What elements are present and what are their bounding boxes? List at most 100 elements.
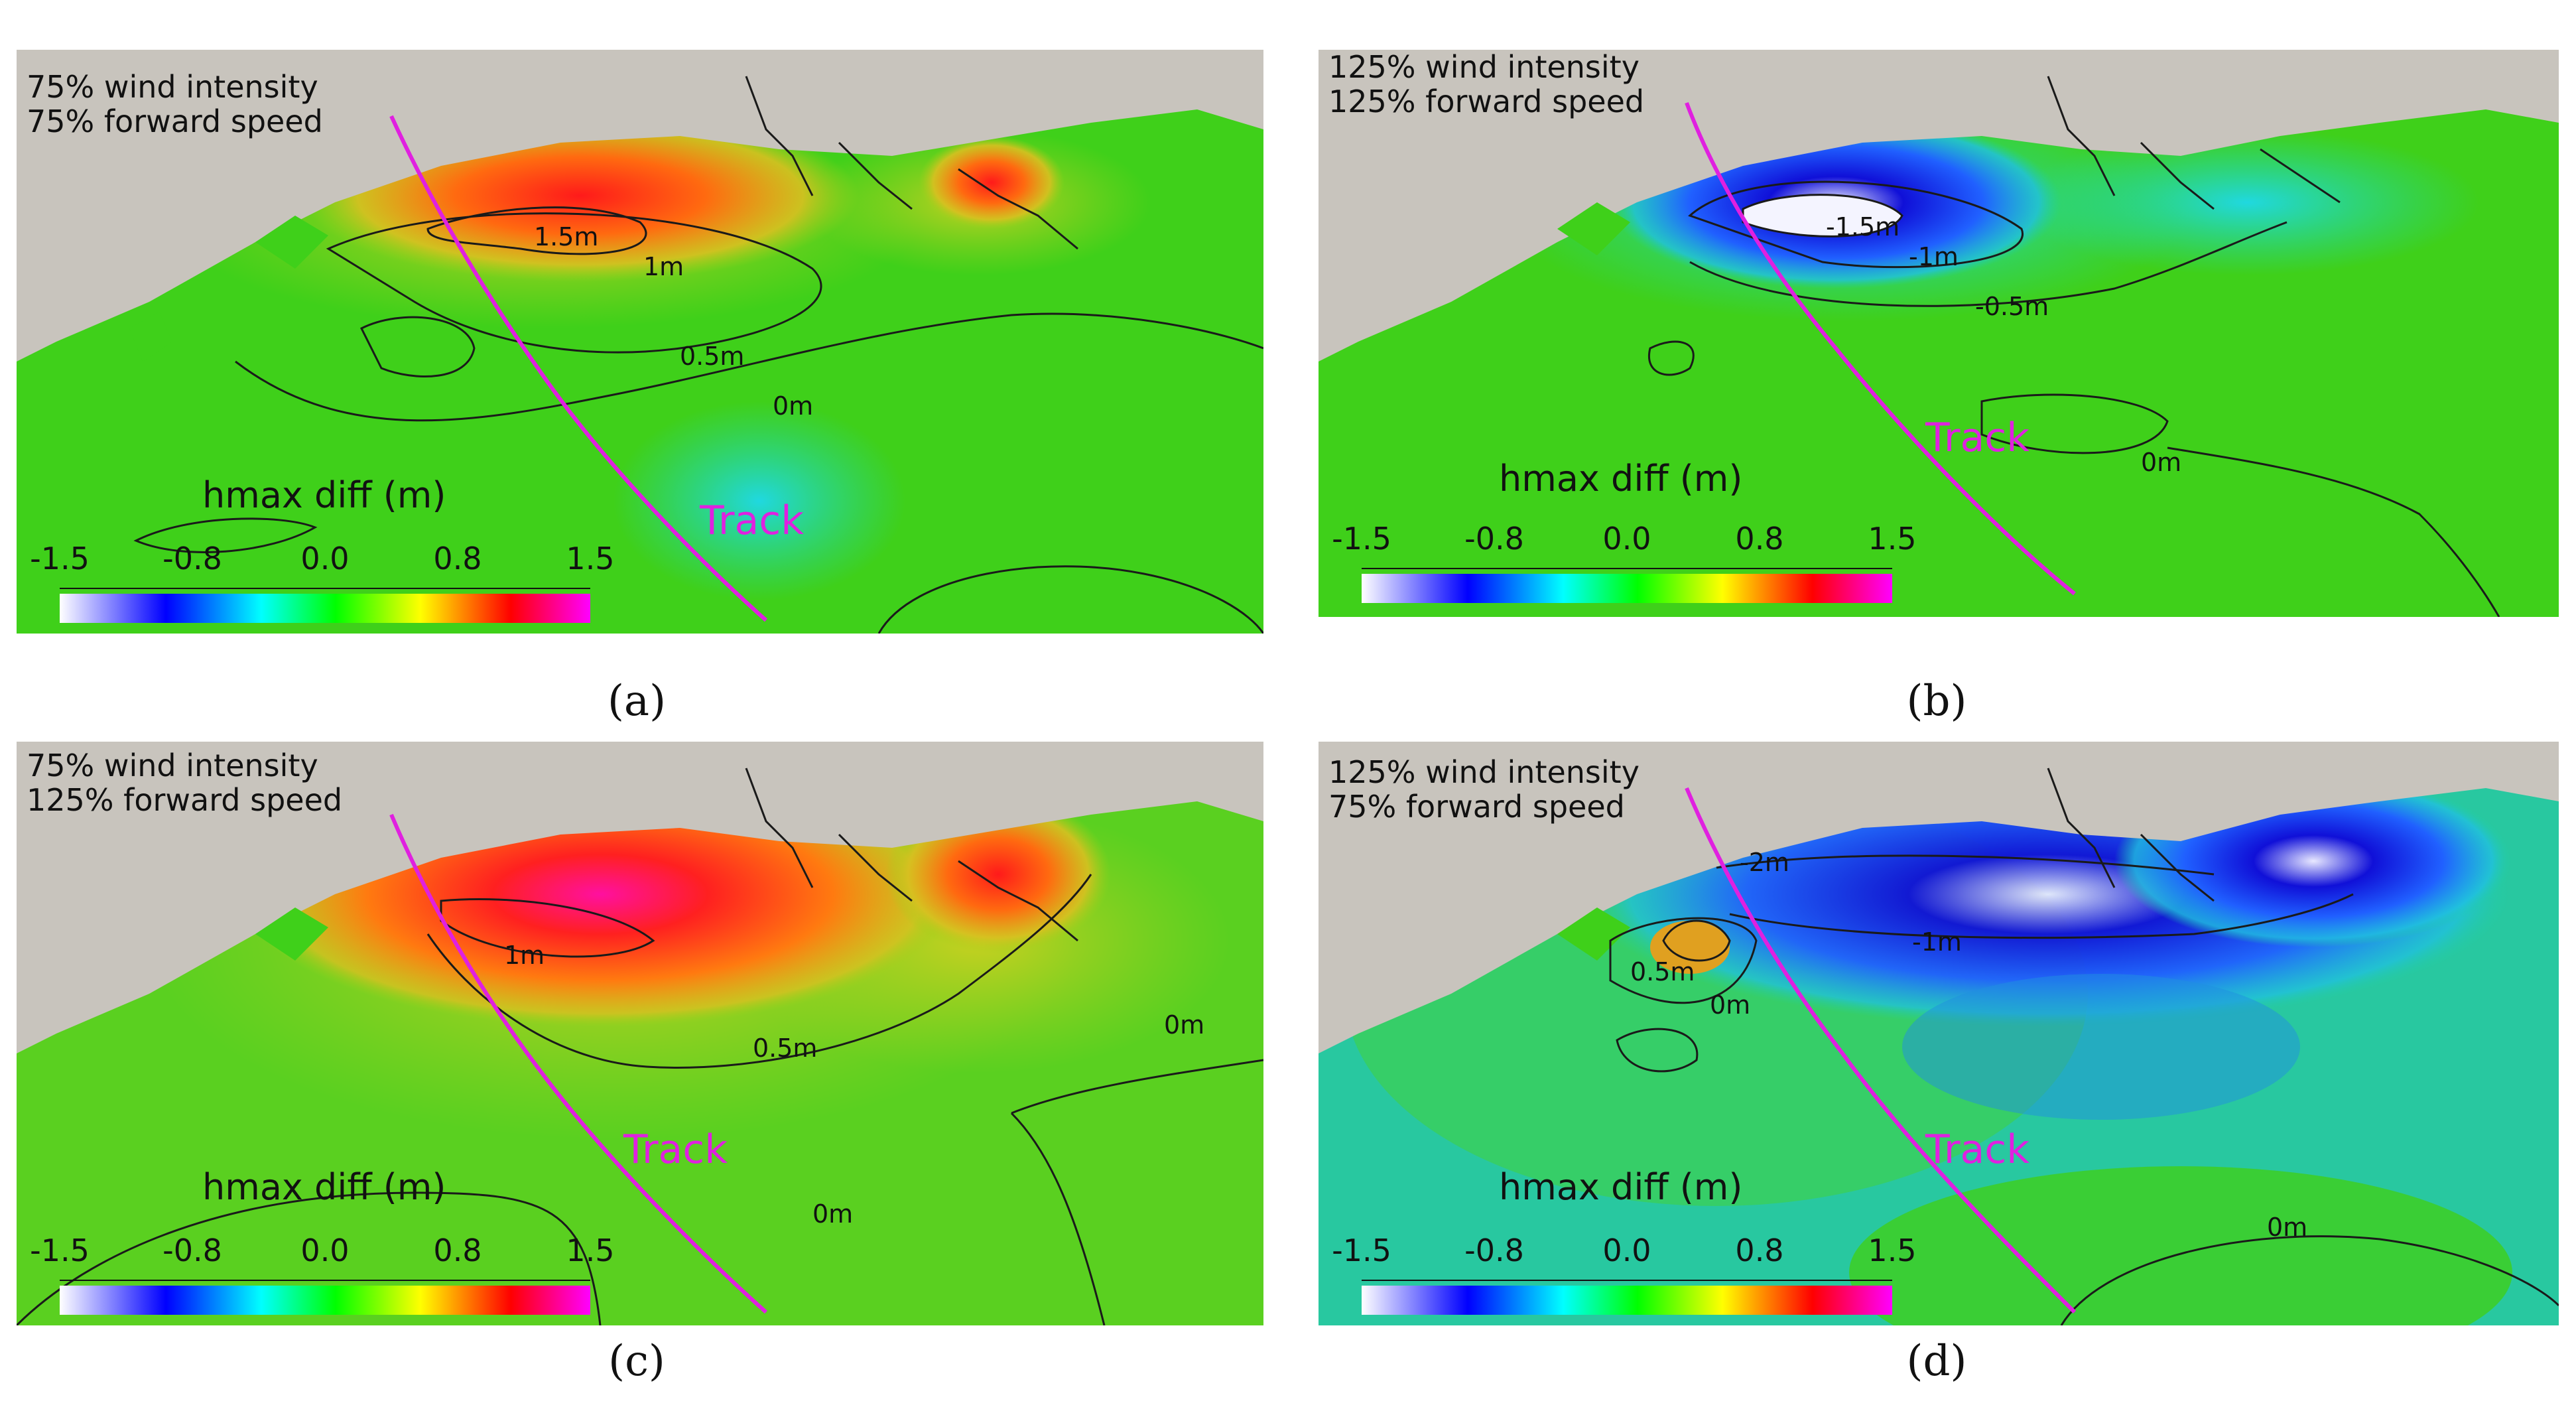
- colorbar: [60, 1286, 590, 1315]
- track-label: Track: [1925, 1126, 2030, 1173]
- wetland: [1557, 907, 1630, 961]
- wetland: [255, 907, 328, 961]
- contour-label: -1.5m: [1826, 212, 1900, 241]
- contour-label: 1m: [504, 941, 545, 970]
- storm-surge-map-b: [1319, 50, 2559, 617]
- track-label: Track: [623, 1126, 728, 1173]
- colorbar-tick: 0.8: [433, 1233, 482, 1268]
- scenario-label: 125% wind intensity 125% forward speed: [1328, 50, 1645, 119]
- land-mass: [1319, 742, 2559, 1053]
- colorbar-tick: -0.8: [162, 1233, 222, 1268]
- contour-line: [1616, 1028, 1699, 1073]
- storm-surge-map-d: [1319, 742, 2559, 1325]
- contour-label: 0.5m: [753, 1034, 818, 1063]
- contour-label: 0m: [2141, 448, 2182, 477]
- blue-lobe: [1902, 974, 2300, 1120]
- contour-line: [1689, 221, 2287, 307]
- contour-label: 0m: [1710, 990, 1751, 1020]
- contour-line: [2167, 446, 2500, 617]
- land-mass: [17, 742, 1263, 1053]
- panel-caption-c: (c): [608, 1337, 665, 1386]
- contour-label: -0.5m: [1975, 292, 2049, 321]
- colorbar-tick: 1.5: [566, 1233, 615, 1268]
- colorbar-tick: -0.8: [1464, 1233, 1524, 1268]
- contour-line: [1011, 1059, 1263, 1114]
- land-mass: [17, 50, 1263, 362]
- colorbar-tick: 0.0: [1602, 521, 1651, 557]
- colorbar-tick: 0.8: [433, 541, 482, 576]
- contour-line: [1980, 393, 2169, 454]
- contour-label: 0m: [1164, 1010, 1205, 1040]
- colorbar-title: hmax diff (m): [202, 474, 446, 516]
- panel-caption-a: (a): [607, 677, 667, 726]
- contour-line: [235, 312, 1263, 422]
- cyan-region: [613, 401, 905, 600]
- storm-surge-map-a: [17, 50, 1263, 634]
- storm-surge-map-c: [17, 742, 1263, 1325]
- river-network: [2047, 76, 2341, 210]
- river-network: [745, 768, 1078, 942]
- colorbar-tick: 0.0: [300, 541, 350, 576]
- storm-track: [1685, 787, 2077, 1314]
- contour-line: [17, 1191, 602, 1325]
- contour-line: [1010, 1112, 1106, 1325]
- colorbar-title: hmax diff (m): [202, 1166, 446, 1208]
- colorbar-tick: 0.0: [1602, 1233, 1651, 1268]
- scenario-label: 75% wind intensity 125% forward speed: [27, 748, 343, 818]
- colorbar-tick: -0.8: [1464, 521, 1524, 557]
- colorbar-title: hmax diff (m): [1499, 458, 1743, 500]
- colorbar-title: hmax diff (m): [1499, 1166, 1743, 1208]
- contour-line: [426, 874, 1092, 1069]
- contour-label: 0m: [773, 391, 814, 421]
- map-panel-d: 125% wind intensity 75% forward speed -2…: [1319, 742, 2559, 1325]
- colorbar-tick: 0.8: [1735, 521, 1784, 557]
- positive-surge-region-east: [919, 136, 1064, 229]
- contour-line: [440, 898, 655, 958]
- wetland: [1557, 202, 1630, 255]
- contour-line: [1647, 340, 1695, 376]
- green-region-south: [1849, 1166, 2512, 1325]
- land-mass: [1319, 50, 2559, 362]
- contour-line: [1662, 919, 1731, 962]
- river-network: [2047, 768, 2215, 902]
- colorbar-tick: 1.5: [1868, 521, 1917, 557]
- map-panel-b: 125% wind intensity 125% forward speed -…: [1319, 50, 2559, 617]
- colorbar: [1362, 574, 1892, 603]
- storm-track: [1685, 101, 2076, 596]
- positive-pocket: [1650, 921, 1730, 974]
- colorbar-tick: -1.5: [1332, 521, 1391, 557]
- wetland-2: [129, 312, 172, 362]
- colorbar: [1362, 1286, 1892, 1315]
- contour-line: [1729, 893, 2354, 939]
- colorbar-tick: 1.5: [1868, 1233, 1917, 1268]
- storm-track: [389, 813, 767, 1314]
- colorbar-tick: -1.5: [30, 541, 90, 576]
- storm-track: [389, 115, 767, 622]
- map-panel-a: 75% wind intensity 75% forward speed 1.5…: [17, 50, 1263, 634]
- map-panel-c: 75% wind intensity 125% forward speed 1m…: [17, 742, 1263, 1325]
- contour-line: [1742, 194, 1903, 237]
- contour-label: 1.5m: [534, 222, 599, 251]
- contour-line: [359, 316, 476, 377]
- scenario-label: 75% wind intensity 75% forward speed: [27, 69, 323, 139]
- wetland: [255, 216, 328, 269]
- contour-label: 0.5m: [1630, 957, 1695, 986]
- contour-line: [326, 212, 822, 354]
- contour-line: [877, 565, 1263, 634]
- colorbar-tick: -0.8: [162, 541, 222, 576]
- colorbar-tick: 0.8: [1735, 1233, 1784, 1268]
- colorbar-tick: -1.5: [1332, 1233, 1391, 1268]
- contour-label: 0m: [812, 1199, 854, 1229]
- colorbar-tick: 1.5: [566, 541, 615, 576]
- contour-label: -2m: [1740, 848, 1789, 877]
- panel-caption-b: (b): [1906, 677, 1967, 726]
- colorbar-tick: -1.5: [30, 1233, 90, 1268]
- contour-label: 1m: [643, 252, 684, 281]
- contour-line: [133, 517, 318, 553]
- track-label: Track: [700, 498, 805, 544]
- contour-line: [1716, 854, 2215, 876]
- panel-caption-d: (d): [1906, 1337, 1967, 1386]
- contour-line: [426, 206, 647, 255]
- scenario-label: 125% wind intensity 75% forward speed: [1328, 754, 1640, 825]
- contour-label: -1m: [1909, 242, 1959, 271]
